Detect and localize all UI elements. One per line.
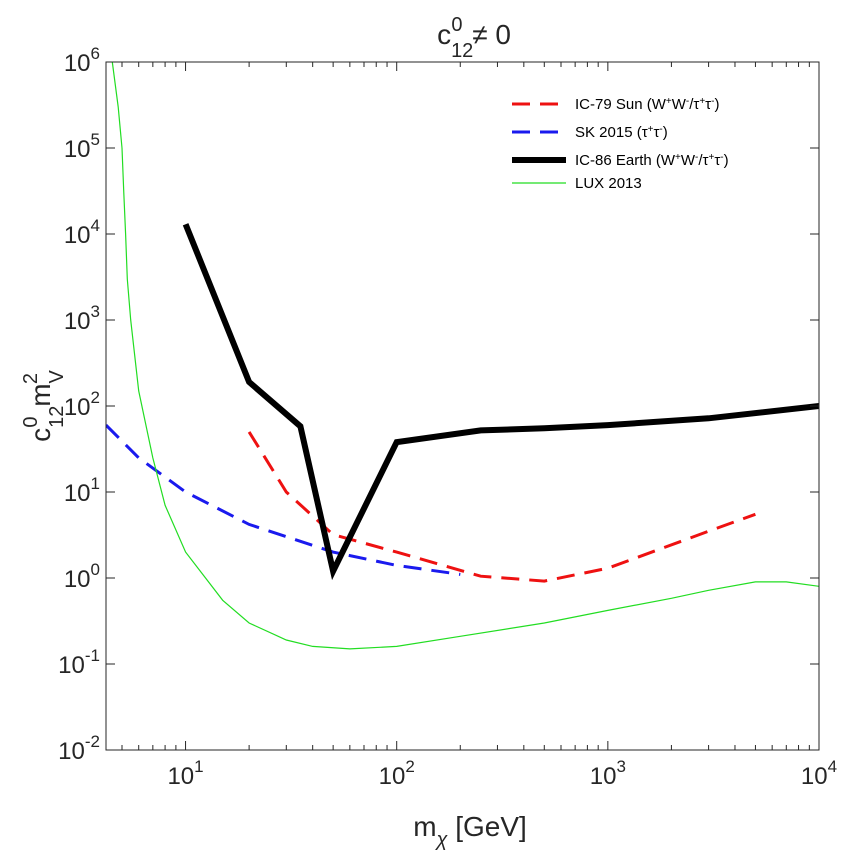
- x-tick-label: 104: [801, 757, 837, 790]
- legend: IC-79 Sun (W+W-/τ+τ-) SK 2015 (τ+τ-) IC-86…: [512, 96, 729, 192]
- series-line-0: [247, 431, 756, 583]
- x-tick-label: 101: [167, 757, 203, 790]
- y-tick-label: 103: [64, 302, 100, 335]
- plot-frame: [105, 61, 820, 751]
- legend-label-0: IC-79 Sun (W+W-/τ+τ-): [575, 96, 719, 114]
- y-tick-label: 104: [64, 216, 100, 249]
- x-tick-label: 103: [590, 757, 626, 790]
- y-tick-label: 100: [64, 560, 100, 593]
- y-tick-label: 10-1: [58, 646, 100, 679]
- y-tick-label: 10-2: [58, 732, 100, 765]
- title-sub: 12: [451, 40, 473, 62]
- y-tick-label: 106: [64, 44, 100, 77]
- x-axis-label: mχ [GeV]: [413, 811, 527, 851]
- y-tick-label: 105: [64, 130, 100, 163]
- legend-label-2: IC-86 Earth (W+W-/τ+τ-): [575, 152, 729, 170]
- series-line-1: [106, 424, 461, 576]
- legend-label-1: SK 2015 (τ+τ-): [575, 124, 668, 142]
- title-sup: 0: [451, 14, 462, 36]
- series-line-3: [111, 62, 819, 650]
- chart-title: c120 ≠ 0: [437, 14, 511, 62]
- y-tick-label: 102: [64, 388, 100, 421]
- title-rest: ≠ 0: [464, 19, 511, 50]
- y-tick-label: 101: [64, 474, 100, 507]
- series-line-2: [182, 223, 819, 581]
- y-axis-label: c120 mV2: [20, 369, 68, 441]
- x-tick-label: 102: [379, 757, 415, 790]
- legend-label-3: LUX 2013: [575, 175, 642, 192]
